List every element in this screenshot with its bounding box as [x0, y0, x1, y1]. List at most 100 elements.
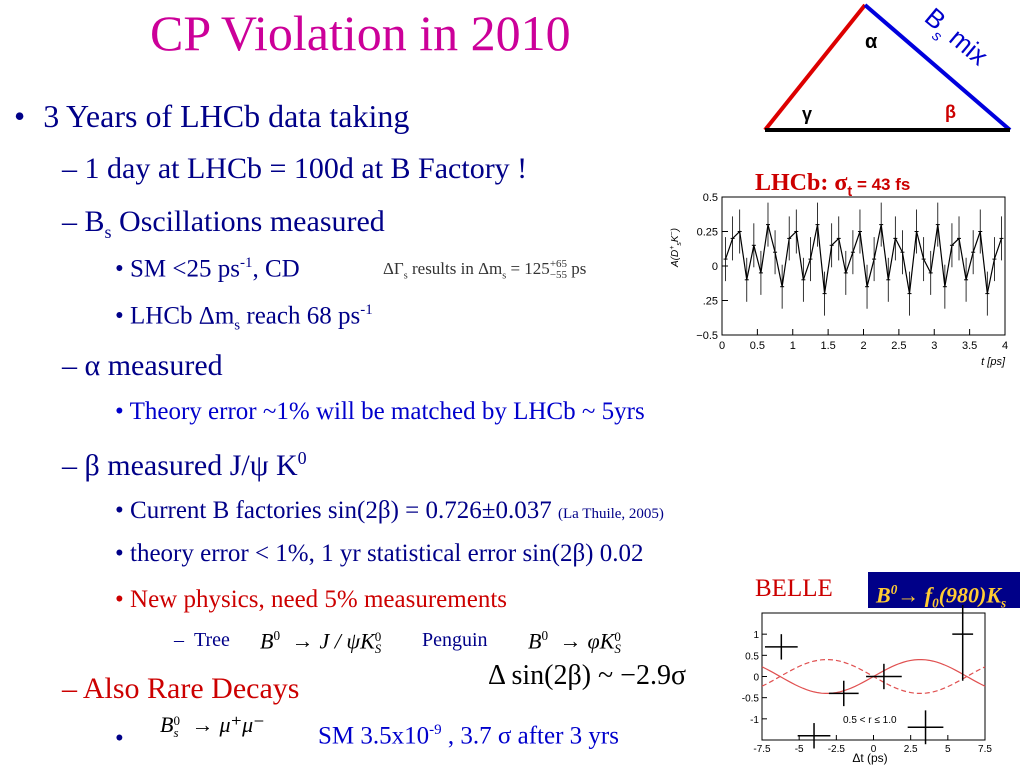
theory-text: Theory error ~1% will be matched by LHCb…: [129, 398, 645, 425]
tree-arrow: →: [291, 628, 314, 654]
lhcb-xtick-label: 0.5: [750, 340, 765, 352]
dg-unit: ps: [567, 259, 587, 278]
dg-sub2: s: [502, 270, 507, 282]
rare-b: B: [160, 712, 174, 737]
belle-xtick-label: 2.5: [904, 744, 918, 755]
lhcb-xtick-label: 2: [860, 340, 866, 352]
tree-label: Tree: [194, 629, 230, 651]
belle-f0-sub: 0: [932, 595, 939, 611]
rare-post: , 3.7 σ after 3 yrs: [441, 722, 619, 750]
belle-decay-box: B0→ f0(980)Ks: [868, 572, 1020, 611]
lhcb-ytick-label: .25: [703, 296, 718, 308]
bs-symbol: B: [84, 205, 105, 238]
belle-xtick-label: 7.5: [978, 744, 992, 755]
dg-val: = 125: [506, 259, 550, 278]
belle-label: BELLE: [755, 575, 833, 602]
tree-rhs-sup: 0: [374, 629, 382, 645]
penguin-label: Penguin: [422, 629, 488, 651]
dg-up: +65: [549, 258, 568, 271]
penguin-formula: B0 → φK 0 S: [528, 628, 621, 655]
sub-sub-bullet-current-bfactories: • Current B factories sin(2β) = 0.726±0.…: [115, 497, 664, 524]
belle-xtick-label: -7.5: [753, 744, 771, 755]
sub-sub-bullet-new-physics: • New physics, need 5% measurements: [115, 586, 507, 613]
delta-sin-formula: Δ sin(2β) ~ −2.9σ: [488, 660, 687, 691]
delta-gamma-result: ΔΓs results in Δms = 125 +65 −55 ps: [383, 258, 587, 282]
reach-sub: s: [234, 317, 241, 334]
lhcb-ytick-label: −0.5: [696, 330, 718, 342]
belle-legend: 0.5 < r ≤ 1.0: [843, 715, 897, 726]
peng-arrow: →: [559, 628, 582, 654]
alpha-sym: α: [84, 349, 101, 382]
belle-s-sub: s: [1001, 595, 1007, 611]
current-ref: (La Thuile, 2005): [557, 506, 664, 522]
current-text: Current B factories sin(2β) = 0.726±0.03…: [130, 497, 552, 524]
lhcb-xtick-label: 0: [719, 340, 725, 352]
svg-text:Bs mix: Bs mix: [915, 2, 994, 76]
belle-b-sup: 0: [890, 582, 898, 597]
lhcb-pre: LHCb:: [755, 170, 835, 196]
rare-rhs: μ⁺μ⁻: [219, 712, 265, 737]
belle-ytick-label: -0.5: [742, 694, 760, 705]
lhcb-frame: [721, 196, 1006, 336]
belle-rest: (980)K: [938, 582, 1002, 608]
sub-bullet-text: 1 day at LHCb = 100d at B Factory !: [84, 152, 528, 185]
bullet-lhcb-data: • 3 Years of LHCb data taking: [14, 98, 409, 135]
beta-label: β: [945, 102, 956, 122]
peng-b: B: [528, 628, 542, 654]
tree-formula: B0 → J / ψK 0 S: [260, 628, 381, 655]
sub-bullet-day-factory: – 1 day at LHCb = 100d at B Factory !: [62, 152, 528, 185]
rare-sup: -9: [429, 722, 442, 738]
reach-pre: LHCb: [130, 302, 199, 330]
bullet-dot: •: [14, 98, 26, 134]
peng-rhs-sub: S: [614, 641, 621, 657]
beta-text: β measured J/ψ K: [84, 449, 298, 482]
tree-rhs-sub: S: [374, 641, 382, 657]
tree-label-row: – Tree: [174, 629, 230, 651]
sub-sub-bullet-theory-stat: • theory error < 1%, 1 yr statistical er…: [115, 540, 644, 567]
lhcb-xtick-label: 3: [931, 340, 937, 352]
theory-stat-text: theory error < 1%, 1 yr statistical erro…: [130, 540, 644, 567]
bs-subscript: s: [104, 222, 112, 242]
rare-pre: SM 3.5x10: [318, 722, 430, 750]
belle-asymmetry-plot: -7.5 -5 -2.5 0 2.5 5 7.5 1 0.5 0 -0.5 -1 Δt (ps) 0.…: [742, 605, 992, 765]
tree-b: B: [260, 628, 274, 654]
peng-rhs-sup: 0: [614, 629, 621, 645]
sm-text: SM <25 ps: [130, 255, 240, 283]
rare-arrow: →: [191, 712, 214, 737]
belle-ytick-label: 0: [753, 673, 759, 684]
alpha-label: α: [865, 31, 878, 53]
tree-rhs: J / ψK: [319, 628, 375, 654]
lhcb-sigma-label: LHCb: σt = 43 fs: [755, 170, 910, 200]
sub-sub-bullet-sm: • SM <25 ps-1, CD: [115, 255, 300, 283]
lhcb-xtick-label: 3.5: [962, 340, 977, 352]
dg-text: ΔΓ: [383, 259, 404, 278]
belle-xtick-label: 0: [871, 744, 877, 755]
beta-sup: 0: [297, 448, 307, 468]
dg-sub: s: [403, 270, 408, 282]
gamma-label: γ: [802, 104, 812, 124]
sm-cd-text: , CD: [252, 255, 300, 283]
dg-mid: results in Δm: [407, 259, 503, 278]
belle-xtick-label: -5: [795, 744, 804, 755]
belle-xlabel: Δt (ps): [852, 751, 887, 765]
lhcb-oscillation-plot: 0 0.5 1 1.5 2 2.5 3 3.5 40.50.250.25−0.5 A(D+sK−…: [669, 192, 1008, 368]
bullet-text: 3 Years of LHCb data taking: [43, 98, 410, 134]
bs-mix: mix: [938, 18, 994, 72]
triangle-left-side: [763, 3, 867, 132]
belle-xtick-label: 5: [945, 744, 951, 755]
lhcb-ylabel: A(D+sK−): [669, 228, 683, 268]
peng-b-sup: 0: [541, 628, 549, 643]
lhcb-xtick-label: 1.5: [820, 340, 835, 352]
belle-ytick-label: 1: [753, 630, 759, 641]
lhcb-ytick-label: 0.25: [697, 227, 718, 239]
alpha-text: measured: [100, 349, 223, 382]
rare-sm-text: SM 3.5x10-9 , 3.7 σ after 3 yrs: [318, 722, 619, 750]
belle-arrow: → f: [897, 582, 933, 608]
lhcb-xtick-label: 1: [790, 340, 796, 352]
lhcb-ytick-label: 0: [712, 261, 718, 273]
lhcb-xtick-label: 4: [1002, 340, 1008, 352]
belle-xtick-label: -2.5: [828, 744, 846, 755]
slide-title: CP Violation in 2010: [150, 5, 571, 61]
reach-delta: Δ: [198, 302, 215, 330]
